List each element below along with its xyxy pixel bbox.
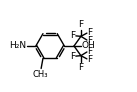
Text: CH₃: CH₃: [33, 70, 48, 79]
Text: F: F: [78, 63, 83, 72]
Text: F: F: [70, 31, 75, 40]
Text: F: F: [87, 36, 93, 45]
Text: F: F: [87, 47, 93, 56]
Text: F: F: [78, 20, 83, 29]
Text: F: F: [70, 52, 75, 61]
Text: H₂N: H₂N: [9, 41, 27, 51]
Text: F: F: [87, 55, 93, 64]
Text: OH: OH: [82, 41, 96, 51]
Text: F: F: [87, 28, 93, 37]
